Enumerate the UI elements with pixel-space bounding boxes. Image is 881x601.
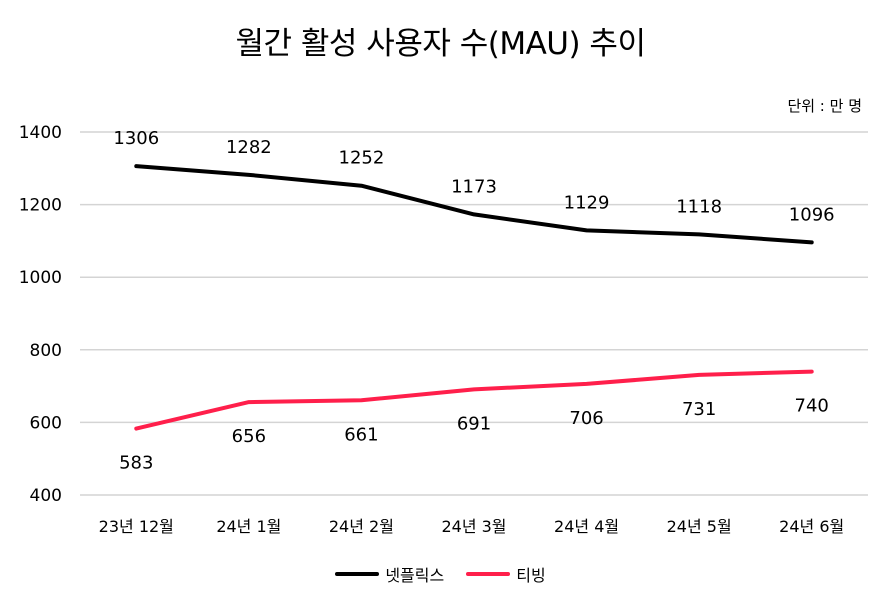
unit-label: 단위 : 만 명: [787, 97, 862, 115]
x-tick-label: 24년 2월: [329, 517, 394, 536]
y-tick-label: 1200: [19, 196, 62, 216]
data-label: 1129: [564, 192, 610, 213]
legend: 넷플릭스 티빙: [0, 562, 881, 586]
chart-title: 월간 활성 사용자 수(MAU) 추이: [235, 26, 646, 62]
data-label: 691: [457, 413, 491, 434]
data-label: 661: [344, 424, 378, 445]
legend-swatch-tving: [466, 572, 511, 576]
x-tick-label: 23년 12월: [99, 517, 174, 536]
data-label: 656: [232, 426, 266, 447]
y-tick-label: 400: [30, 486, 62, 506]
gridlines: [80, 131, 868, 496]
y-tick-label: 1000: [19, 268, 62, 288]
x-tick-label: 24년 3월: [441, 517, 506, 536]
data-label: 1252: [339, 148, 385, 169]
legend-item-netflix: 넷플릭스: [335, 562, 444, 586]
data-label: 1306: [113, 128, 159, 149]
legend-label-tving: 티빙: [516, 566, 546, 585]
legend-swatch-netflix: [335, 572, 380, 576]
y-tick-label: 1400: [19, 123, 62, 143]
data-label: 706: [569, 408, 603, 429]
data-label: 731: [682, 399, 716, 420]
data-label: 740: [795, 396, 829, 417]
data-label: 1282: [226, 137, 272, 158]
x-tick-label: 24년 5월: [667, 517, 732, 536]
data-label: 1096: [789, 204, 835, 225]
data-labels: 1306 1282 1252 1173 1129 1118 1096 583 656 661 691…: [113, 128, 834, 473]
data-label: 1118: [676, 196, 722, 217]
y-axis-ticks: 400 600 800 1000 1200 1400: [19, 123, 62, 506]
y-tick-label: 600: [30, 413, 62, 433]
x-tick-label: 24년 4월: [554, 517, 619, 536]
data-label: 1173: [451, 176, 497, 197]
x-axis-ticks: 23년 12월 24년 1월 24년 2월 24년 3월 24년 4월 24년 5월 24년…: [99, 517, 845, 536]
series-line-tving: [134, 369, 814, 431]
data-label: 583: [119, 453, 153, 474]
x-tick-label: 24년 6월: [779, 517, 844, 536]
series-lines: [134, 164, 814, 431]
series-line-netflix: [134, 164, 814, 245]
y-tick-label: 800: [30, 341, 62, 361]
legend-item-tving: 티빙: [466, 562, 546, 586]
x-tick-label: 24년 1월: [216, 517, 281, 536]
legend-label-netflix: 넷플릭스: [385, 566, 445, 585]
